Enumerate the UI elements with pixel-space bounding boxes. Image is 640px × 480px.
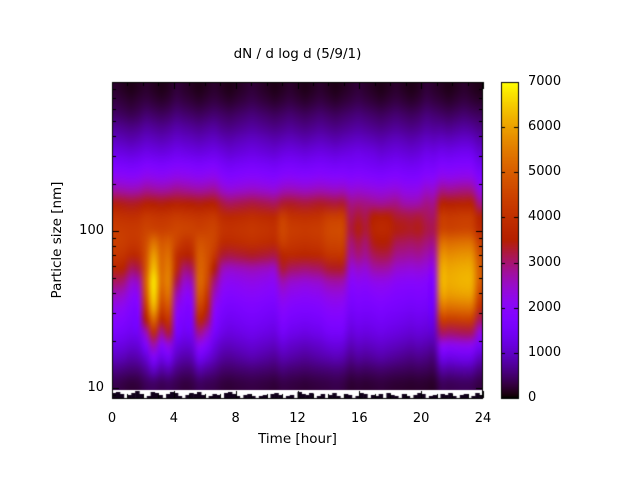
colorbar-tick-label: 2000 <box>528 299 562 315</box>
colorbar-tick-label: 4000 <box>528 209 562 225</box>
x-tick-label: 0 <box>107 411 117 426</box>
chart-title: dN / d log d (5/9/1) <box>233 46 362 62</box>
colorbar-tick-label: 1000 <box>528 344 562 360</box>
x-tick-label: 20 <box>412 411 430 426</box>
x-tick-label: 12 <box>289 411 306 426</box>
colorbar-tick-label: 0 <box>528 390 537 405</box>
colorbar-tick-label: 7000 <box>528 74 562 89</box>
colorbar-tick-label: 6000 <box>528 119 562 135</box>
x-tick-label: 16 <box>351 411 368 426</box>
colorbar-tick-label: 3000 <box>528 254 562 270</box>
x-tick-label: 24 <box>474 411 492 426</box>
x-tick-label: 4 <box>169 411 178 426</box>
y-tick-label: 10 <box>87 379 104 395</box>
y-tick-label: 100 <box>79 222 104 238</box>
x-tick-label: 8 <box>231 411 240 426</box>
colorbar-tick-label: 5000 <box>528 164 562 180</box>
y-axis-title: Particle size [nm] <box>49 181 65 299</box>
x-axis-title: Time [hour] <box>258 431 337 447</box>
